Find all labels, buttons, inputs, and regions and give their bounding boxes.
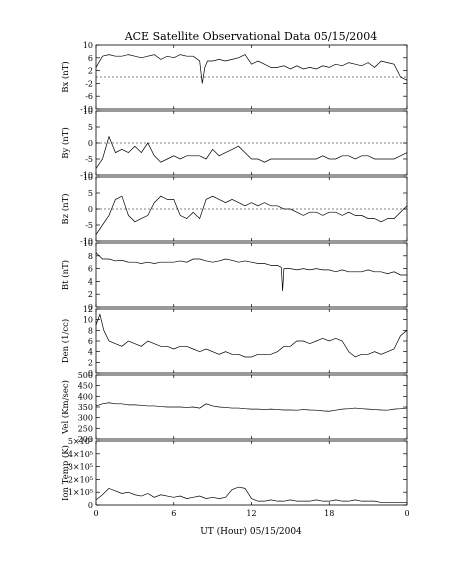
- y-tick-label: -5: [85, 221, 93, 230]
- x-axis-label: UT (Hour) 05/15/2004: [200, 526, 302, 537]
- x-axis: 0 6 12 18 0: [93, 509, 409, 518]
- series-line: [95, 252, 407, 292]
- panel-4: 12 108 6 42 0 Den (1/cc): [60, 305, 408, 378]
- y-tick-label: -10: [80, 105, 93, 114]
- y-axis-label: Bz (nT): [60, 193, 71, 224]
- y-tick-label: -10: [80, 237, 93, 246]
- y-tick-label: 5: [88, 189, 93, 198]
- x-tick-label: 0: [93, 509, 98, 518]
- y-tick-label: -2: [85, 79, 93, 88]
- series-line: [95, 486, 407, 503]
- panel-3: 10 8 6 4 2 0 Bt (nT): [60, 239, 408, 312]
- series-line: [95, 402, 408, 412]
- y-tick-label: 4×10⁵: [68, 450, 93, 459]
- y-tick-label: -6: [85, 92, 93, 101]
- y-tick-label: 2×10⁵: [68, 475, 93, 484]
- y-tick-label: 0: [88, 139, 93, 148]
- series-line: [95, 195, 408, 235]
- y-tick-label: 6: [88, 265, 93, 274]
- y-tick-label: 1×10⁵: [68, 488, 93, 497]
- y-tick-label: 400: [78, 392, 93, 401]
- y-tick-label: 8: [88, 252, 93, 261]
- y-tick-label: 4: [88, 277, 93, 286]
- y-tick-label: 8: [88, 326, 93, 335]
- panel-2: 10 5 0 -5 -10 Bz (nT): [60, 173, 408, 246]
- y-tick-label: 0: [88, 369, 93, 378]
- y-tick-label: 12: [83, 305, 93, 314]
- y-tick-label: 450: [78, 382, 93, 391]
- y-axis-label: Den (1/cc): [60, 319, 71, 363]
- panels: 10 6 2 -2 -6 -10 Bx (nT) 10 5 0 -5 -10 By (nT) 10 5 0 -5…: [60, 41, 408, 510]
- panel-frame: [95, 242, 408, 308]
- y-tick-label: -5: [85, 155, 93, 164]
- y-tick-label: 0: [88, 501, 93, 510]
- y-tick-label: 250: [78, 424, 93, 433]
- y-tick-label: 0: [88, 205, 93, 214]
- y-tick-label: 3×10⁵: [68, 463, 93, 472]
- panel-6: 5×10⁵ 4×10⁵ 3×10⁵ 2×10⁵ 1×10⁵ 0 Ion Temp (K): [60, 437, 408, 510]
- y-tick-label: 0: [88, 303, 93, 312]
- y-tick-label: 6: [88, 54, 93, 63]
- y-tick-label: 2: [88, 67, 93, 76]
- x-tick-label: 0: [404, 509, 409, 518]
- panel-1: 10 5 0 -5 -10 By (nT): [60, 107, 408, 180]
- panel-frame: [95, 308, 408, 374]
- y-tick-label: 5: [88, 123, 93, 132]
- y-axis-label: By (nT): [60, 127, 71, 159]
- y-axis-label: Bt (nT): [60, 260, 71, 290]
- y-tick-label: 5×10⁵: [68, 437, 93, 446]
- y-axis-label: Vel (Km/sec): [60, 380, 71, 435]
- y-axis-label: Bx (nT): [60, 61, 71, 93]
- y-tick-label: 10: [83, 173, 93, 182]
- series-line: [95, 313, 408, 358]
- y-tick-label: 300: [78, 414, 93, 423]
- y-tick-label: 10: [83, 41, 93, 50]
- x-tick-label: 18: [324, 509, 334, 518]
- panel-frame: [95, 374, 408, 440]
- y-tick-label: 10: [83, 107, 93, 116]
- y-tick-label: 500: [78, 371, 93, 380]
- y-tick-label: 10: [83, 316, 93, 325]
- y-tick-label: 2: [88, 358, 93, 367]
- y-tick-label: 10: [83, 239, 93, 248]
- y-tick-label: 200: [78, 435, 93, 444]
- y-tick-label: 4: [88, 348, 93, 357]
- y-tick-label: 2: [88, 290, 93, 299]
- panel-0: 10 6 2 -2 -6 -10 Bx (nT): [60, 41, 408, 114]
- x-tick-label: 6: [171, 509, 176, 518]
- chart-title: ACE Satellite Observational Data 05/15/2…: [124, 30, 378, 43]
- series-line: [95, 135, 408, 169]
- y-axis-label: Ion Temp (K): [60, 445, 71, 501]
- y-tick-label: -10: [80, 171, 93, 180]
- series-line: [95, 54, 408, 84]
- x-tick-label: 12: [246, 509, 256, 518]
- y-tick-label: 350: [78, 403, 93, 412]
- y-tick-label: 6: [88, 337, 93, 346]
